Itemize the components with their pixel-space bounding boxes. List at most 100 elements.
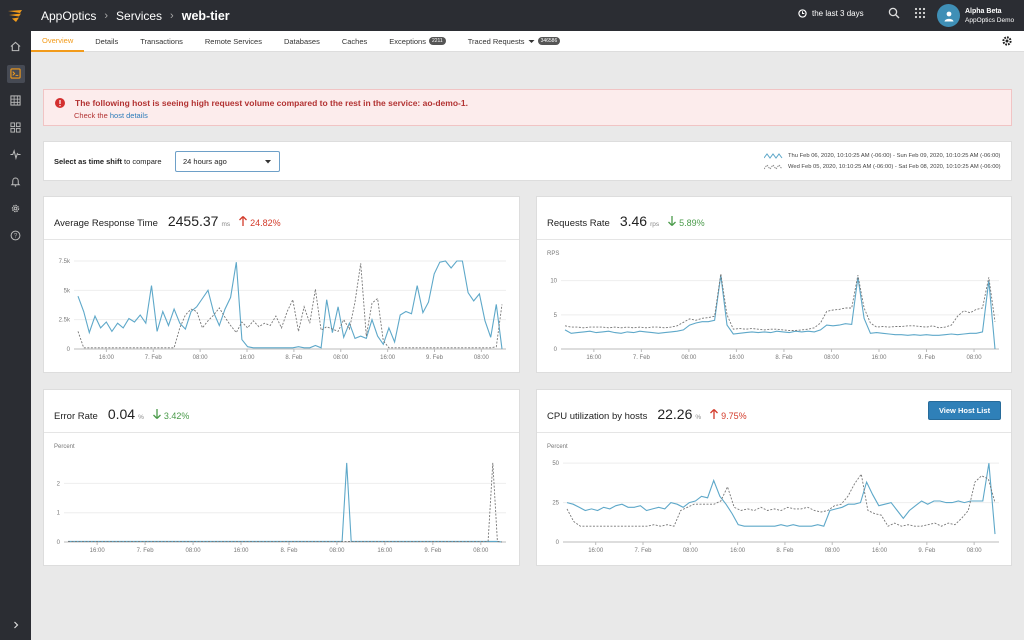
x-tick-label: 8. Feb [776,548,794,554]
count-badge: 2211 [428,37,446,45]
y-tick-label: 1 [57,511,61,517]
pulse-icon [10,149,21,160]
error-rate-card: Error Rate 0.04 % 3.42% Percent 0 1 2 16:00 7… [43,389,520,566]
avg-response-card: Average Response Time 2455.37 ms 24.82% … [43,196,520,373]
tab-details[interactable]: Details [84,31,129,52]
y-tick-label: 25 [552,501,559,507]
legend-current-range: Thu Feb 06, 2020, 10:10:25 AM (-06:00) -… [788,153,1001,159]
sidebar-item-help[interactable]: ? [0,222,31,249]
card-unit: % [695,414,702,421]
card-unit: rps [650,221,660,228]
tab-databases[interactable]: Databases [273,31,331,52]
sidebar-item-apm[interactable] [0,60,31,87]
card-unit: % [138,414,144,421]
y-tick-label: 7.5k [59,259,71,265]
sidebar-item-settings[interactable] [0,195,31,222]
time-shift-select[interactable]: 24 hours ago [175,151,280,172]
y-tick-label: 10 [550,279,557,285]
tab-exceptions[interactable]: Exceptions 2211 [378,31,456,52]
x-tick-label: 16:00 [586,355,602,361]
x-tick-label: 7. Feb [145,355,163,361]
tab-label: Details [95,36,119,46]
alert-sub-prefix: Check the [74,111,108,120]
view-host-list-button[interactable]: View Host List [928,401,1001,420]
x-tick-label: 16:00 [730,548,746,554]
error-rate-chart: Percent 0 1 2 16:00 7. Feb 08:00 16:00 8. Feb 08:… [54,444,506,554]
delta-badge: 24.82% [239,216,281,228]
breadcrumb-current: web-tier [181,8,230,23]
x-tick-label: 9. Feb [918,548,936,554]
breadcrumb-appoptics[interactable]: AppOptics [41,8,97,23]
tab-traced-requests[interactable]: Traced Requests 346586 [457,31,572,52]
bell-icon [10,177,21,187]
x-tick-label: 08:00 [824,355,840,361]
arrow-up-icon [710,409,719,419]
tab-label: Remote Services [204,36,262,46]
x-tick-label: 08:00 [329,548,345,554]
tab-transactions[interactable]: Transactions [129,31,194,52]
x-tick-label: 16:00 [90,548,106,554]
solarwinds-logo-icon[interactable] [0,0,31,31]
alert-title: The following host is seeing high reques… [75,98,468,108]
cpu-utilization-card: CPU utilization by hosts 22.26 % 9.75% V… [536,389,1012,566]
breadcrumb-services[interactable]: Services [116,8,163,23]
sidebar-item-infrastructure[interactable] [0,114,31,141]
host-details-link[interactable]: host details [109,111,148,120]
time-range-selector[interactable]: the last 3 days [798,9,864,18]
alert-banner: The following host is seeing high reques… [43,89,1012,126]
y-axis-label: RPS [547,251,559,257]
svg-text:?: ? [14,233,18,240]
grid-icon [10,95,21,106]
card-value: 3.46 [619,213,648,229]
series-previous-line [564,273,996,331]
card-title: CPU utilization by hosts [547,411,648,422]
y-tick-label: 0 [57,540,61,546]
chevron-right-icon: › [104,9,109,22]
tiles-icon [10,122,21,133]
error-icon [55,98,65,108]
legend-previous-range: Wed Feb 05, 2020, 10:10:25 AM (-06:00) -… [788,164,1001,170]
series-previous-line [68,462,503,543]
delta-value: 24.82% [250,218,281,228]
delta-value: 5.89% [679,218,705,228]
tab-bar: Overview Details Transactions Remote Ser… [31,31,1024,52]
y-tick-label: 5 [554,313,558,319]
card-value: 22.26 [657,406,693,422]
sidebar-item-alerts[interactable] [0,168,31,195]
tab-remote-services[interactable]: Remote Services [194,31,273,52]
legend-dashed-line-icon [764,164,783,170]
y-tick-label: 0 [556,540,560,546]
sidebar-item-home[interactable] [0,33,31,60]
time-shift-value: 24 hours ago [183,157,227,166]
tab-caches[interactable]: Caches [331,31,378,52]
sidebar-item-dashboards[interactable] [0,87,31,114]
clock-icon [798,9,807,18]
tab-label: Databases [283,36,320,46]
apm-icon [10,68,21,79]
settings-gear-icon[interactable] [1001,35,1013,47]
search-icon[interactable] [888,7,900,19]
requests-rate-chart: RPS 0 5 10 16:00 7. Feb 08:00 16:00 8. Feb 08:00 1… [547,251,999,361]
series-current-line [566,463,996,535]
arrow-down-icon [668,216,677,226]
tab-overview[interactable]: Overview [31,31,85,52]
card-unit: ms [221,221,231,228]
sidebar: ? [0,31,31,640]
apps-grid-icon[interactable] [914,7,926,19]
x-tick-label: 08:00 [681,355,697,361]
sidebar-item-metrics[interactable] [0,141,31,168]
x-tick-label: 16:00 [588,548,604,554]
y-axis-label: Percent [547,444,568,450]
x-tick-label: 9. Feb [918,355,936,361]
sidebar-expand-button[interactable] [0,611,31,638]
y-axis-label: Percent [54,444,75,450]
delta-value: 3.42% [163,411,190,421]
top-bar: AppOptics › Services › web-tier the last… [0,0,1024,31]
user-menu[interactable]: Alpha Beta AppOptics Demo [937,4,1014,27]
compare-label-bold: Select as time shift [54,157,122,166]
avg-response-chart: 0 2.5k 5k 7.5k 16:00 7. Feb 08:00 16:00 8. Feb 08… [59,259,506,361]
delta-badge: 3.42% [152,409,190,421]
arrow-up-icon [239,216,248,226]
time-range-label: the last 3 days [812,9,864,18]
y-tick-label: 5k [64,288,71,294]
